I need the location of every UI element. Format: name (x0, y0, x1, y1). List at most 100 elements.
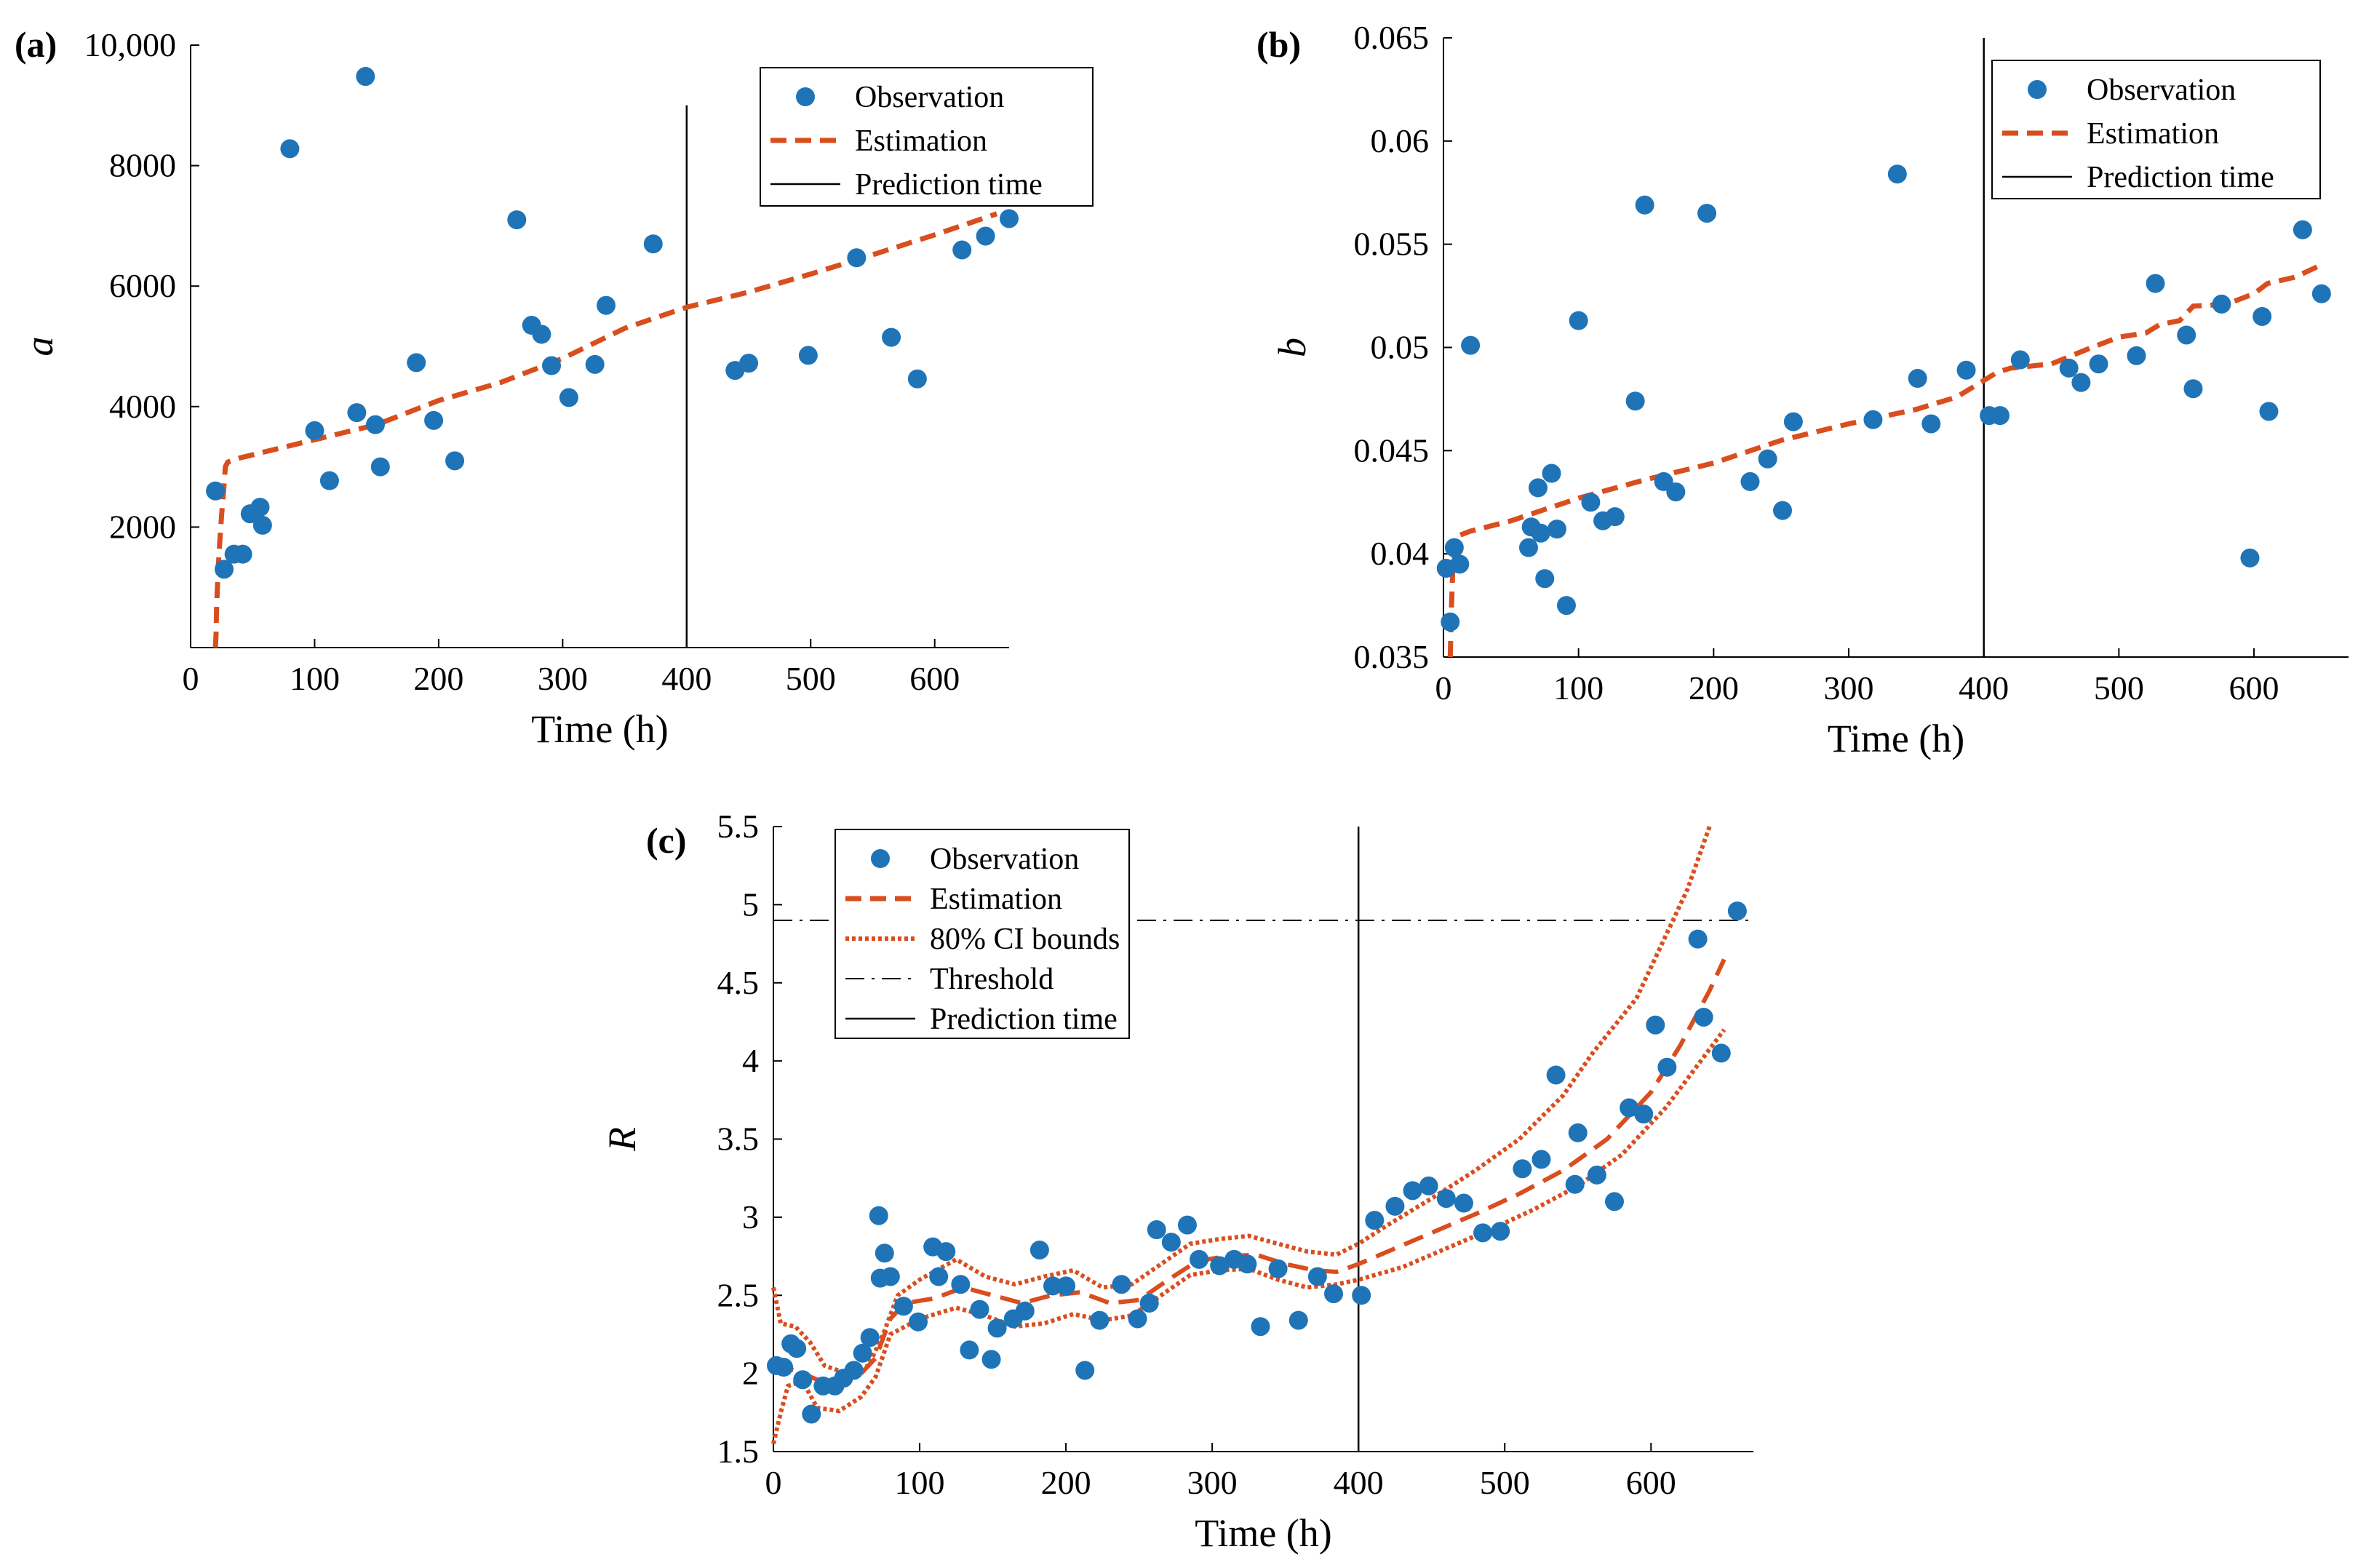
observation-point (2127, 346, 2146, 365)
observation-point (1000, 209, 1019, 228)
observation-point (542, 356, 562, 375)
observation-point (875, 1243, 894, 1263)
y-tick-label: 10,000 (84, 26, 177, 63)
observation-point (1444, 538, 1464, 557)
x-tick-label: 500 (1480, 1464, 1530, 1501)
observation-point (1365, 1211, 1385, 1230)
x-tick-label: 100 (895, 1464, 945, 1501)
legend: Observation Estimation Prediction time (760, 67, 1094, 207)
observation-point (1352, 1286, 1371, 1305)
observation-point (1635, 195, 1654, 215)
y-tick-label: 3 (742, 1198, 759, 1235)
observation-point (2010, 350, 2030, 370)
observation-point (1288, 1310, 1308, 1330)
legend-label: Prediction time (855, 168, 1043, 202)
y-tick-label: 5 (742, 886, 759, 923)
panel-c: (c) 0 100 200 300 400 500 600 1.5 2 2.5 3 3.5 4 4.5 5 5.… (600, 808, 1753, 1555)
observation-point (787, 1339, 807, 1358)
observation-point (370, 457, 390, 477)
observation-point (1531, 523, 1550, 543)
observation-point (869, 1206, 888, 1225)
observation-point (1513, 1159, 1532, 1179)
observation-point (1528, 478, 1548, 498)
observation-point (1090, 1310, 1110, 1330)
x-tick-label: 100 (1553, 669, 1604, 707)
y-tick-label: 0.055 (1354, 226, 1430, 263)
x-tick-label: 0 (765, 1464, 782, 1501)
observation-point (1758, 449, 1777, 469)
observation-point (206, 481, 226, 501)
observation-point (280, 139, 300, 159)
observation-point (960, 1340, 979, 1360)
y-tick-label: 1.5 (717, 1433, 760, 1470)
observation-point (1128, 1309, 1147, 1329)
observation-point (952, 240, 972, 260)
panel-label: (b) (1256, 24, 1301, 65)
observation-point (882, 327, 901, 347)
observation-point (1436, 1189, 1456, 1209)
y-tick-label: 4 (742, 1042, 759, 1079)
legend-label: Observation (855, 81, 1004, 114)
observation-point (1565, 1174, 1585, 1194)
observation-point (252, 515, 272, 535)
observation-point (1688, 929, 1708, 949)
observation-point (1694, 1007, 1713, 1027)
observation-point (1461, 335, 1481, 355)
observation-point (2183, 379, 2203, 399)
observation-point (1587, 1165, 1606, 1185)
observation-point (1190, 1249, 1209, 1269)
y-axis-label: b (1270, 338, 1314, 357)
observation-point (1043, 1276, 1062, 1296)
observation-point (2240, 548, 2260, 568)
observation-point (1307, 1267, 1327, 1286)
observation-point (1056, 1276, 1076, 1296)
observation-point (1029, 1240, 1049, 1259)
observation-point (1697, 204, 1717, 223)
observation-point (1956, 360, 1976, 380)
observation-point (1863, 410, 1883, 429)
y-tick-label: 0.045 (1354, 431, 1430, 469)
observation-point (1112, 1275, 1131, 1294)
legend-label: Estimation (855, 124, 987, 158)
x-tick-label: 400 (1959, 669, 2009, 707)
observation-point (347, 403, 367, 423)
observation-point (798, 346, 818, 365)
observation-point (1569, 311, 1588, 330)
observation-point (1887, 164, 1907, 184)
observation-point (585, 354, 605, 374)
observation-point (1419, 1176, 1438, 1195)
y-axis-label: a (17, 337, 61, 357)
x-tick-label: 600 (2229, 669, 2279, 707)
y-axis-label: R (600, 1127, 644, 1152)
panel-a: (a) 0 100 200 300 400 500 600 2000 4000 6000 8000 10… (15, 24, 1094, 751)
observation-point (1773, 501, 1793, 520)
observation-point (2253, 306, 2272, 326)
y-tick-label: 4.5 (717, 964, 760, 1001)
observation-point (1473, 1223, 1493, 1243)
observation-point (1625, 391, 1645, 411)
observation-point (305, 421, 324, 440)
x-tick-label: 500 (786, 660, 836, 697)
x-axis-label: Time (h) (1195, 1511, 1332, 1555)
observation-point (1324, 1284, 1344, 1304)
x-axis-label: Time (h) (1828, 717, 1965, 760)
x-tick-label: 600 (909, 660, 960, 697)
observation-point (2293, 220, 2312, 239)
legend-label: Observation (2087, 73, 2236, 107)
x-tick-label: 0 (1435, 669, 1452, 707)
legend-label: 80% CI bounds (930, 923, 1120, 956)
observation-point (1783, 412, 1803, 431)
observation-point (250, 498, 270, 517)
x-tick-label: 600 (1626, 1464, 1676, 1501)
observation-point (1491, 1222, 1510, 1241)
y-tick-label: 5.5 (717, 808, 760, 845)
observation-point (424, 410, 444, 430)
observation-point (1542, 463, 1561, 483)
observation-point (936, 1242, 956, 1262)
observation-point (1581, 493, 1601, 512)
legend-label: Threshold (930, 963, 1053, 996)
observation-point (365, 415, 385, 434)
observation-point (739, 354, 759, 373)
observation-point (1403, 1181, 1422, 1201)
observation-point (1711, 1043, 1731, 1063)
